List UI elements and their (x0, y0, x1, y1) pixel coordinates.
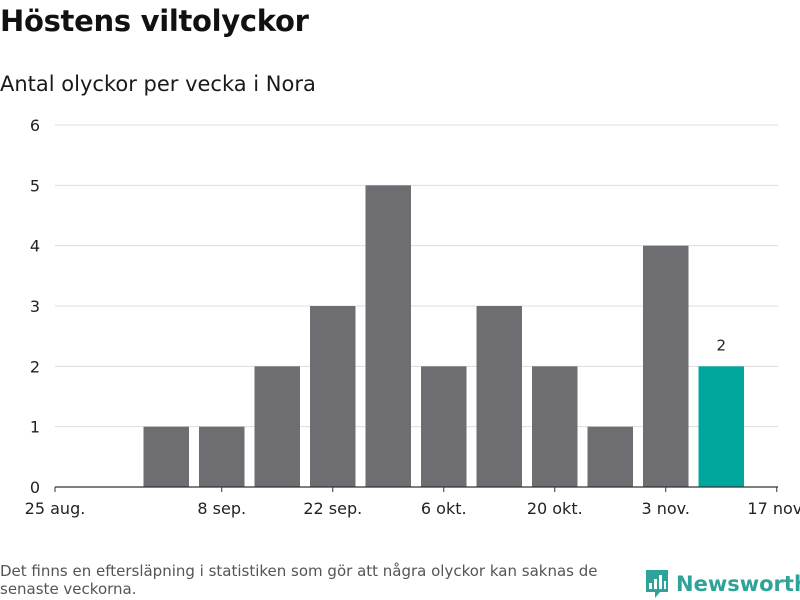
chart-title: Höstens viltolyckor (0, 4, 309, 38)
brand-logo[interactable]: Newsworthy (644, 568, 800, 600)
x-tick-label: 20 okt. (527, 499, 583, 518)
x-tick-label: 22 sep. (303, 499, 362, 518)
bar (199, 426, 245, 487)
y-tick-label: 1 (30, 418, 40, 437)
data-label: 2 (716, 336, 726, 354)
bar-highlight (698, 366, 744, 487)
bar (532, 366, 578, 487)
y-tick-label: 4 (30, 237, 40, 256)
bar-chart: 2 0 1 2 3 4 5 6 25 aug. 8 sep. 22 sep. 6 okt. 20 ok… (25, 116, 800, 518)
bar (476, 306, 522, 487)
bar (310, 306, 356, 487)
x-tick-label: 17 nov. (747, 499, 800, 518)
x-tick-label: 8 sep. (197, 499, 246, 518)
newsworthy-logo-icon (646, 570, 668, 598)
y-tick-label: 6 (30, 116, 40, 135)
bar (143, 426, 189, 487)
footnote: Det finns en eftersläpning i statistiken… (0, 562, 598, 598)
bar (254, 366, 300, 487)
chart-subtitle: Antal olyckor per vecka i Nora (0, 72, 316, 96)
x-tick-label: 3 nov. (641, 499, 690, 518)
x-tick-label: 6 okt. (421, 499, 467, 518)
bar (421, 366, 467, 487)
y-tick-label: 2 (30, 357, 40, 376)
bars: 2 (143, 185, 744, 488)
bar (643, 245, 689, 487)
bar (587, 426, 633, 487)
x-tick-label: 25 aug. (25, 499, 86, 518)
y-tick-label: 5 (30, 176, 40, 195)
bar (365, 185, 411, 488)
y-tick-label: 0 (30, 478, 40, 497)
y-tick-label: 3 (30, 297, 40, 316)
axes: 0 1 2 3 4 5 6 25 aug. 8 sep. 22 sep. 6 okt. 20 okt.… (25, 116, 800, 518)
brand-name: Newsworthy (676, 572, 800, 596)
